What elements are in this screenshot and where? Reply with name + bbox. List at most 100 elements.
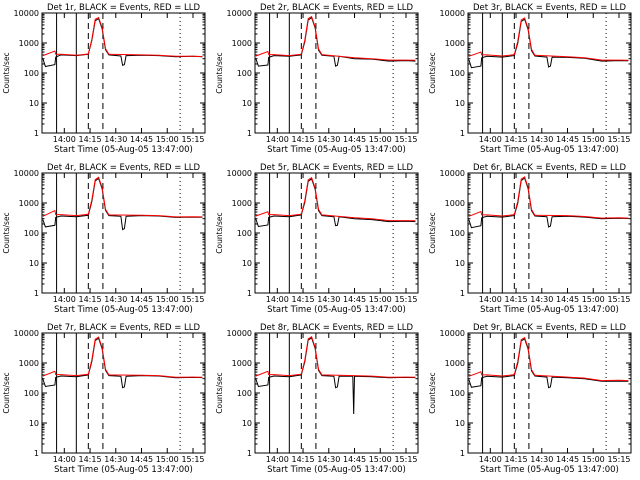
y-tick-label: 10 xyxy=(455,99,465,108)
series-line-lld xyxy=(42,336,203,378)
y-tick-label: 100 xyxy=(450,389,465,398)
y-tick-label: 1 xyxy=(247,129,252,138)
y-tick-label: 1 xyxy=(247,289,252,298)
series-line-lld xyxy=(468,176,629,219)
x-tick-label: 14:45 xyxy=(343,135,366,144)
x-tick-label: 14:30 xyxy=(530,455,553,464)
panel-title: Det 7r, BLACK = Events, RED = LLD xyxy=(47,323,201,333)
x-axis-label: Start Time (05-Aug-05 13:47:00) xyxy=(480,305,619,315)
y-tick-label: 1 xyxy=(460,129,465,138)
panel-title: Det 5r, BLACK = Events, RED = LLD xyxy=(260,163,414,173)
y-tick-label: 1000 xyxy=(232,39,252,48)
panel-det-6: 1 10 100 1000 10000 14:00 14:15 14:30 14:45 15:00… xyxy=(428,163,632,315)
x-tick-label: 14:45 xyxy=(556,135,579,144)
y-tick-label: 10000 xyxy=(227,329,252,338)
x-tick-label: 15:15 xyxy=(394,455,417,464)
y-axis-label: Counts/sec xyxy=(2,52,11,93)
y-axis-label: Counts/sec xyxy=(215,372,224,413)
x-tick-label: 15:00 xyxy=(156,455,179,464)
y-tick-label: 1 xyxy=(34,289,39,298)
x-axis-label: Start Time (05-Aug-05 13:47:00) xyxy=(54,465,193,475)
panel-det-7: 1 10 100 1000 10000 14:00 14:15 14:30 14:45 15:00… xyxy=(2,323,206,475)
panel-title: Det 9r, BLACK = Events, RED = LLD xyxy=(473,323,627,333)
y-tick-label: 1000 xyxy=(19,39,39,48)
series-line-lld xyxy=(42,16,203,57)
panel-det-9: 1 10 100 1000 10000 14:00 14:15 14:30 14:45 15:00… xyxy=(428,323,632,475)
y-tick-label: 100 xyxy=(450,229,465,238)
x-tick-label: 14:30 xyxy=(530,295,553,304)
y-tick-label: 1000 xyxy=(445,359,465,368)
x-axis-label: Start Time (05-Aug-05 13:47:00) xyxy=(480,465,619,475)
y-tick-label: 10000 xyxy=(14,9,39,18)
series-line-events xyxy=(42,337,203,389)
x-tick-label: 15:00 xyxy=(156,295,179,304)
x-tick-label: 15:00 xyxy=(582,295,605,304)
x-axis-label: Start Time (05-Aug-05 13:47:00) xyxy=(267,305,406,315)
x-tick-label: 15:00 xyxy=(369,135,392,144)
y-tick-label: 100 xyxy=(24,69,39,78)
x-tick-label: 14:15 xyxy=(79,295,102,304)
x-tick-label: 15:00 xyxy=(369,455,392,464)
panel-det-8: 1 10 100 1000 10000 14:00 14:15 14:30 14:45 15:00… xyxy=(215,323,419,475)
x-tick-label: 14:45 xyxy=(343,295,366,304)
y-tick-label: 1000 xyxy=(232,359,252,368)
x-tick-label: 14:45 xyxy=(130,455,153,464)
y-tick-label: 100 xyxy=(24,389,39,398)
x-axis-label: Start Time (05-Aug-05 13:47:00) xyxy=(480,145,619,155)
panel-det-1: 1 10 100 1000 10000 14:00 14:15 14:30 14:45 15:00… xyxy=(2,3,206,155)
y-axis-label: Counts/sec xyxy=(428,52,437,93)
y-axis-label: Counts/sec xyxy=(2,212,11,253)
series-line-lld xyxy=(255,15,416,61)
x-tick-label: 14:15 xyxy=(79,135,102,144)
y-tick-label: 1000 xyxy=(445,39,465,48)
x-tick-label: 15:15 xyxy=(607,135,630,144)
panel-title: Det 3r, BLACK = Events, RED = LLD xyxy=(473,3,627,13)
y-tick-label: 10000 xyxy=(440,9,465,18)
x-tick-label: 14:30 xyxy=(104,455,127,464)
panel-title: Det 1r, BLACK = Events, RED = LLD xyxy=(47,3,201,13)
series-line-events xyxy=(255,16,416,67)
x-tick-label: 15:15 xyxy=(181,135,204,144)
x-tick-label: 14:15 xyxy=(505,295,528,304)
panel-det-2: 1 10 100 1000 10000 14:00 14:15 14:30 14:45 15:00… xyxy=(215,3,419,155)
x-tick-label: 14:15 xyxy=(292,295,315,304)
x-tick-label: 14:00 xyxy=(479,295,502,304)
y-tick-label: 10 xyxy=(242,99,252,108)
y-tick-label: 10 xyxy=(242,259,252,268)
series-line-events xyxy=(42,17,203,68)
y-axis-label: Counts/sec xyxy=(428,212,437,253)
x-tick-label: 15:00 xyxy=(582,135,605,144)
x-tick-label: 15:15 xyxy=(181,295,204,304)
x-tick-label: 14:30 xyxy=(317,135,340,144)
x-tick-label: 14:15 xyxy=(292,455,315,464)
x-tick-label: 14:00 xyxy=(479,455,502,464)
x-tick-label: 15:00 xyxy=(156,135,179,144)
series-line-lld xyxy=(468,336,629,382)
y-tick-label: 10 xyxy=(29,99,39,108)
x-axis-label: Start Time (05-Aug-05 13:47:00) xyxy=(54,305,193,315)
panel-title: Det 8r, BLACK = Events, RED = LLD xyxy=(260,323,414,333)
series-line-events xyxy=(255,337,416,415)
y-tick-label: 1000 xyxy=(232,199,252,208)
x-tick-label: 14:30 xyxy=(104,135,127,144)
y-tick-label: 100 xyxy=(237,229,252,238)
x-tick-label: 14:00 xyxy=(53,135,76,144)
y-tick-label: 10000 xyxy=(440,169,465,178)
series-line-lld xyxy=(255,335,416,378)
x-tick-label: 14:30 xyxy=(530,135,553,144)
y-tick-label: 100 xyxy=(237,389,252,398)
panel-det-5: 1 10 100 1000 10000 14:00 14:15 14:30 14:45 15:00… xyxy=(215,163,419,315)
x-axis-label: Start Time (05-Aug-05 13:47:00) xyxy=(267,145,406,155)
series-line-events xyxy=(255,177,416,228)
y-tick-label: 10 xyxy=(29,259,39,268)
y-tick-label: 10000 xyxy=(14,169,39,178)
panel-det-3: 1 10 100 1000 10000 14:00 14:15 14:30 14:45 15:00… xyxy=(428,3,632,155)
x-tick-label: 14:00 xyxy=(479,135,502,144)
panel-title: Det 2r, BLACK = Events, RED = LLD xyxy=(260,3,414,13)
x-tick-label: 14:00 xyxy=(266,455,289,464)
y-tick-label: 10000 xyxy=(227,169,252,178)
x-tick-label: 14:30 xyxy=(104,295,127,304)
series-line-lld xyxy=(255,176,416,222)
x-tick-label: 14:45 xyxy=(343,455,366,464)
